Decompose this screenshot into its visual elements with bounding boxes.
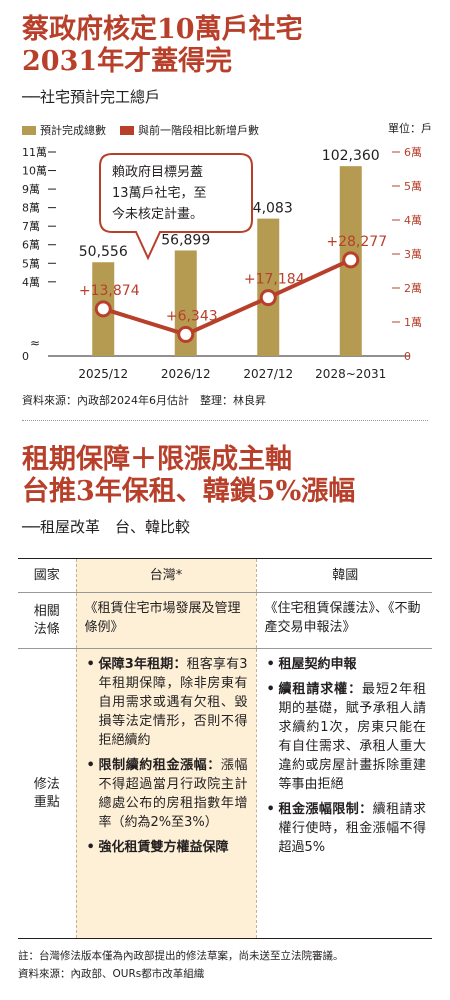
line-value-label: +28,277: [326, 234, 387, 250]
legend-line-swatch: [120, 125, 134, 135]
right-tick-label: 0: [404, 350, 411, 363]
chart-source: 資料來源：內政部2024年6月估計 整理：林良昇: [22, 394, 266, 407]
law-label-line1: 相關: [33, 603, 60, 619]
kr-point-title: 租屋契約申報: [278, 657, 357, 672]
callout-line-2: 13萬戶社宅，至: [112, 185, 207, 201]
header-korea: 韓國: [256, 558, 432, 593]
tw-point-text: 租客享有3年租期保障，除非房東有自用需求或遇有欠租、毀損等法定情形，否則不得拒絕…: [98, 657, 248, 748]
header-country: 國家: [18, 558, 76, 593]
bar: [257, 218, 280, 356]
tw-point: 強化租賃雙方權益保障: [85, 838, 248, 857]
points-label-line1: 修法: [33, 776, 60, 792]
law-taiwan: 《租賃住宅市場發展及管理條例》: [75, 592, 257, 649]
callout-bubble: [99, 153, 253, 261]
callout-line-3: 今未核定計畫。: [112, 206, 203, 222]
section2-title-line2: 台推3年保租、韓鎖5%漲幅: [22, 476, 356, 507]
category-label: 2028~2031: [315, 367, 386, 381]
table-source: 資料來源：內政部、OURs都市改革組織: [18, 968, 205, 980]
tw-point-title: 保障3年租期：: [98, 657, 187, 672]
legend-line-label: 與前一階段相比新增戶數: [138, 124, 259, 137]
left-tick-label: 5萬: [22, 257, 40, 270]
kr-point: 續租請求權：最短2年租期的基礎，賦予承租人請求續約1次，房東只能在有自住需求、承…: [265, 680, 427, 794]
points-korea: 租屋契約申報 續租請求權：最短2年租期的基礎，賦予承租人請求續約1次，房東只能在…: [256, 648, 432, 939]
footnote: 註：台灣修法版本僅為內政部提出的修法草案，尚未送至立法院審議。: [18, 950, 344, 962]
bar-value-label: 102,360: [322, 148, 380, 164]
line-point: [177, 325, 195, 343]
left-tick-label: 6萬: [22, 239, 40, 252]
law-label: 相關 法條: [18, 592, 76, 649]
points-label: 修法 重點: [18, 648, 76, 939]
kr-point-title: 續租請求權：: [278, 682, 363, 697]
line-value-label: +6,343: [166, 308, 218, 324]
line-value-label: +13,874: [79, 283, 140, 299]
right-tick-label: 1萬: [404, 316, 422, 329]
line-point: [94, 300, 112, 318]
right-tick-label: 5萬: [404, 180, 422, 193]
chart-title-line1: 蔡政府核定10萬戶社宅: [22, 14, 303, 45]
line-point: [342, 251, 360, 269]
kr-point-title: 租金漲幅限制：: [278, 802, 373, 817]
category-label: 2027/12: [243, 367, 293, 381]
line-value-label: +17,184: [244, 272, 305, 288]
right-tick-label: 6萬: [404, 146, 422, 159]
right-tick-label: 3萬: [404, 248, 422, 261]
legend-bar-label: 預計完成總數: [40, 124, 106, 137]
points-taiwan: 保障3年租期：租客享有3年租期保障，除非房東有自用需求或遇有欠租、毀損等法定情形…: [75, 648, 257, 939]
points-label-line2: 重點: [33, 794, 60, 810]
legend-bar-swatch: [22, 125, 36, 135]
tw-point: 保障3年租期：租客享有3年租期保障，除非房東有自用需求或遇有欠租、毀損等法定情形…: [85, 655, 248, 750]
combo-chart: 50,556 56,899 74,083 102,360 +13,874 +6,343 +…: [22, 146, 422, 381]
series-line: [102, 258, 352, 337]
left-tick-label: 10萬: [22, 165, 47, 178]
left-tick-label: 4萬: [22, 276, 40, 289]
table-row-law: 相關 法條 《租賃住宅市場發展及管理條例》 《住宅租賃保護法》、《不動產交易申報…: [18, 592, 432, 649]
tw-point: 限制續約租金漲幅：漲幅不得超過當月行政院主計總處公布的房租指數年增率（約為2%至…: [85, 756, 248, 832]
section2-title-line1: 租期保障＋限漲成主軸: [22, 444, 292, 475]
chart-legend: 預計完成總數 與前一階段相比新增戶數: [22, 122, 259, 138]
table-header-row: 國家 台灣* 韓國: [18, 558, 432, 593]
line-point: [259, 289, 277, 307]
kr-point: 租屋契約申報: [265, 655, 427, 674]
bar-value-label: 74,083: [244, 201, 293, 217]
comparison-table: 國家 台灣* 韓國 相關 法條 《租賃住宅市場發展及管理條例》 《住宅租賃保護法…: [18, 558, 432, 939]
category-label: 2025/12: [78, 367, 128, 381]
left-tick-label: 7萬: [22, 220, 40, 233]
law-label-line2: 法條: [33, 621, 60, 637]
header-taiwan: 台灣*: [75, 558, 257, 593]
tw-point-title: 限制續約租金漲幅：: [98, 758, 221, 773]
left-tick-label: 9萬: [22, 183, 40, 196]
right-tick-label: 2萬: [404, 282, 422, 295]
axis-break-mark: ≈: [30, 336, 40, 350]
left-tick-label: 8萬: [22, 202, 40, 215]
unit-label: 單位：戶: [388, 122, 432, 135]
section2-subtitle: ──租屋改革 台、韓比較: [22, 518, 191, 536]
callout-line-1: 賴政府目標另蓋: [112, 165, 203, 180]
left-tick-label: 11萬: [22, 146, 47, 159]
category-label: 2026/12: [161, 367, 211, 381]
right-tick-label: 4萬: [404, 214, 422, 227]
law-korea: 《住宅租賃保護法》、《不動產交易申報法》: [256, 592, 432, 649]
left-tick-label: 0: [22, 350, 29, 363]
kr-point: 租金漲幅限制：續租請求權行使時，租金漲幅不得超過5%: [265, 800, 427, 857]
section-divider: [22, 420, 428, 421]
tw-point-text: 漲幅不得超過當月行政院主計總處公布的房租指數年增率（約為2%至3%）: [98, 758, 248, 830]
kr-point-text: 續租請求權行使時，租金漲幅不得超過5%: [278, 802, 427, 855]
chart-subtitle: ──社宅預計完工總戶: [22, 88, 161, 106]
bar-value-label: 56,899: [161, 232, 210, 248]
chart-title-line2: 2031年才蓋得完: [22, 46, 233, 77]
tw-point-title: 強化租賃雙方權益保障: [98, 840, 229, 855]
table-row-points: 修法 重點 保障3年租期：租客享有3年租期保障，除非房東有自用需求或遇有欠租、毀…: [18, 648, 432, 939]
kr-point-text: 最短2年租期的基礎，賦予承租人請求續約1次，房東只能在有自住需求、承租人重大違約…: [278, 682, 427, 792]
bar-value-label: 50,556: [79, 244, 128, 260]
